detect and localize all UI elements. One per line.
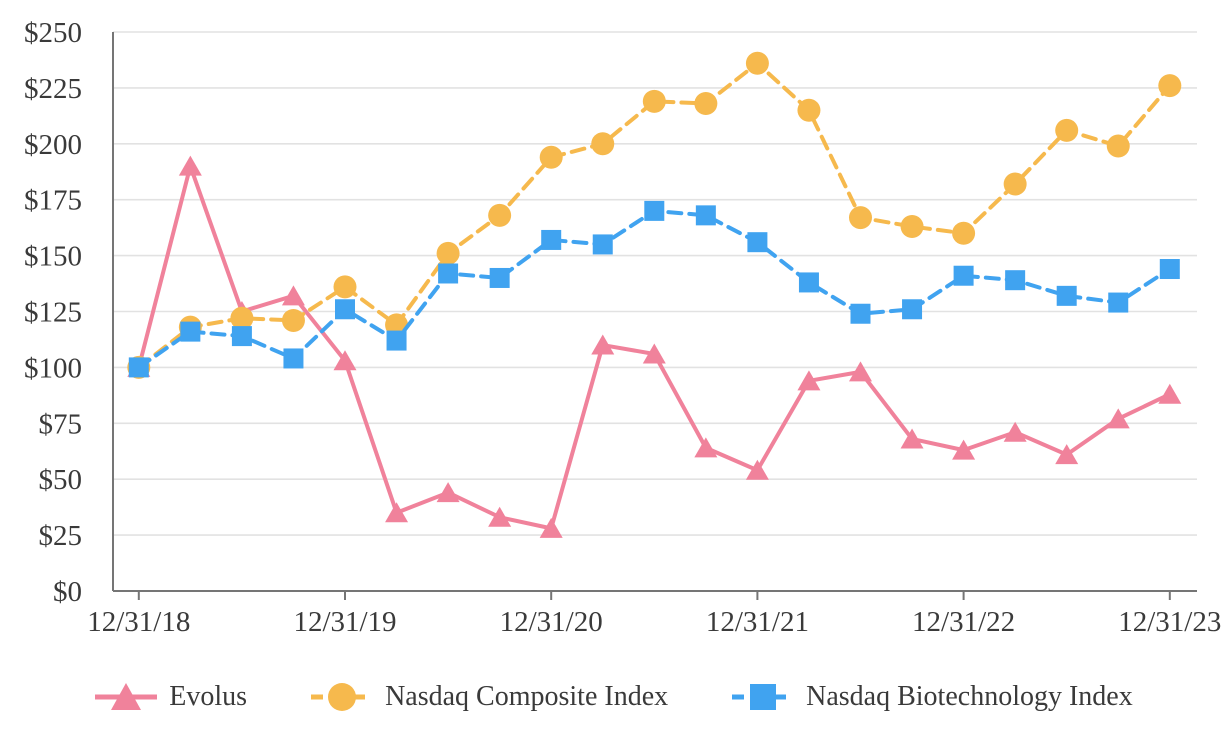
series-nasdaq-biotechnology-index xyxy=(128,200,1180,378)
legend-label-nasdaq-composite: Nasdaq Composite Index xyxy=(385,681,669,712)
legend-label-evolus: Evolus xyxy=(169,681,248,712)
x-axis-tick-label: 12/31/19 xyxy=(293,606,396,638)
x-axis-tick-label: 12/31/23 xyxy=(1118,606,1221,638)
y-axis-tick-label: $75 xyxy=(39,408,83,440)
y-axis-tick-label: $175 xyxy=(24,185,82,217)
y-axis-tick-label: $25 xyxy=(39,520,83,552)
chart-legend: Evolus Nasdaq Composite Index Nasdaq Bio… xyxy=(0,658,1226,736)
x-axis-tick-label: 12/31/20 xyxy=(500,606,603,638)
y-axis-tick-label: $50 xyxy=(39,464,83,496)
y-axis-tick-label: $100 xyxy=(24,352,82,384)
y-axis-tick-label: $225 xyxy=(24,73,82,105)
y-axis-tick-label: $250 xyxy=(24,17,82,49)
x-axis-tick-label: 12/31/18 xyxy=(87,606,190,638)
circle-marker-icon xyxy=(309,676,375,718)
triangle-marker-icon xyxy=(93,676,159,718)
performance-line-chart: $0 $25 $50 $75 $100 $125 $150 $175 $200 $225 $250 1… xyxy=(24,17,1221,638)
y-axis-tick-label: $150 xyxy=(24,241,82,273)
y-axis-tick-label: $125 xyxy=(24,297,82,329)
x-axis-tick-label: 12/31/21 xyxy=(706,606,809,638)
legend-item-evolus: Evolus xyxy=(93,676,247,718)
legend-item-nasdaq-composite: Nasdaq Composite Index xyxy=(309,676,668,718)
legend-label-nasdaq-biotech: Nasdaq Biotechnology Index xyxy=(806,681,1133,712)
x-axis-tick-label: 12/31/22 xyxy=(912,606,1015,638)
legend-item-nasdaq-biotech: Nasdaq Biotechnology Index xyxy=(730,676,1133,718)
y-axis-tick-label: $0 xyxy=(53,576,82,608)
square-marker-icon xyxy=(730,676,796,718)
y-axis-tick-label: $200 xyxy=(24,129,82,161)
